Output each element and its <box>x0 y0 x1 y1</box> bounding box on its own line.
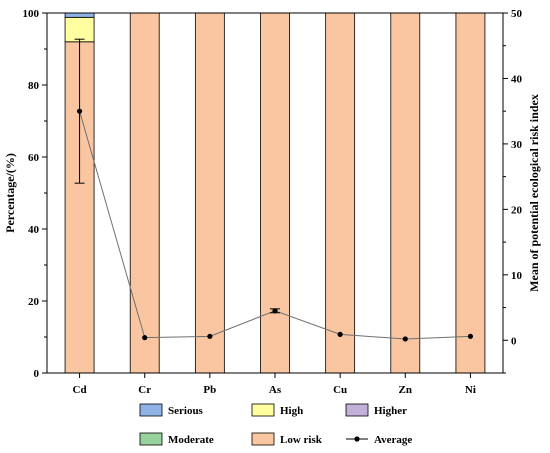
bar-segment-low-risk-cr <box>129 12 160 374</box>
y-tick-label: 100 <box>23 8 40 20</box>
y-tick-label: 60 <box>28 152 40 164</box>
legend-label-high: High <box>280 405 303 417</box>
average-point-pb <box>207 333 213 339</box>
bar-segment-high-cd <box>64 16 95 43</box>
x-tick-label-cd: Cd <box>73 384 87 396</box>
legend-swatch-moderate <box>139 432 163 446</box>
average-point-zn <box>402 336 408 342</box>
average-line-layer <box>74 38 474 342</box>
bar-segment-low-risk-zn <box>390 12 421 374</box>
legend: Serious High Higher Moderate Low risk Average <box>139 403 412 446</box>
x-tick-label-as: As <box>269 384 282 396</box>
average-point-cr <box>142 335 148 341</box>
legend-label-average: Average <box>374 434 412 446</box>
x-tick-label-pb: Pb <box>203 384 216 396</box>
y-tick-label: 40 <box>28 224 40 236</box>
legend-marker-average <box>354 436 360 442</box>
y2-tick-label: 20 <box>511 204 523 216</box>
bar-segment-low-risk-ni <box>455 12 486 374</box>
x-tick-label-cu: Cu <box>333 384 347 396</box>
average-point-as <box>272 308 278 314</box>
average-point-cu <box>337 331 343 337</box>
y2-tick-label: 50 <box>511 8 523 20</box>
legend-swatch-high <box>251 403 275 417</box>
bar-segment-low-risk-as <box>260 12 290 374</box>
average-point-ni <box>467 333 474 339</box>
y2-tick-label: 40 <box>511 73 523 85</box>
average-point-cd <box>76 108 83 114</box>
legend-label-low-risk: Low risk <box>280 434 323 446</box>
legend-swatch-low-risk <box>251 432 275 446</box>
bar-segment-serious-cd <box>64 12 95 18</box>
y2-tick-label: 10 <box>511 270 523 282</box>
legend-swatch-serious <box>139 403 163 417</box>
bar-segment-low-risk-pb <box>194 12 225 374</box>
legend-swatch-higher <box>345 403 369 417</box>
bar-segment-low-risk-cu <box>325 12 356 374</box>
y-tick-label: 20 <box>28 296 40 308</box>
y2-tick-label: 30 <box>511 139 523 151</box>
axes-layer: 0 20 40 60 80 100 0 10 20 30 40 50 Cd Cr Pb As Cu Zn Ni <box>23 8 523 396</box>
y2-axis-title: Mean of potential ecological risk index <box>527 94 541 292</box>
x-tick-label-zn: Zn <box>399 384 412 396</box>
y-axis-title: Percentage/(%) <box>3 153 17 233</box>
x-tick-label-cr: Cr <box>138 384 151 396</box>
legend-label-serious: Serious <box>168 405 204 417</box>
legend-label-higher: Higher <box>374 405 407 417</box>
x-tick-label-ni: Ni <box>465 384 476 396</box>
y2-tick-label: 0 <box>511 335 517 347</box>
legend-label-moderate: Moderate <box>168 434 214 446</box>
y-tick-label: 0 <box>34 368 40 380</box>
bars-layer <box>64 12 486 374</box>
y-tick-label: 80 <box>28 80 40 92</box>
